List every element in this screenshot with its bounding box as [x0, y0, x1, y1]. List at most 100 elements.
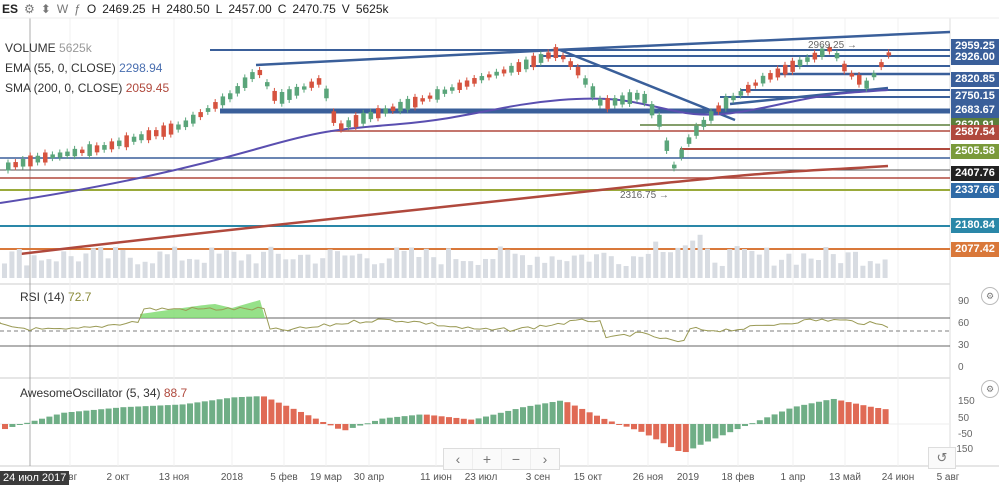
sma-name: SMA (200, 0, CLOSE)	[5, 81, 123, 95]
volume-bar	[594, 254, 599, 278]
ao-bar	[557, 400, 563, 424]
zoom-out-button[interactable]: −	[502, 449, 531, 469]
volume-bar	[246, 254, 252, 278]
legend-ema[interactable]: EMA (55, 0, CLOSE) 2298.94	[5, 61, 162, 75]
candle-type-icon[interactable]: ⬍	[40, 2, 51, 16]
rsi-line	[0, 306, 889, 343]
date-axis-label: 13 май	[829, 472, 861, 483]
date-axis-label: 18 фев	[721, 472, 755, 483]
indicator-icon[interactable]: ƒ	[74, 2, 81, 16]
ao-bar	[860, 405, 867, 424]
ao-bar	[2, 424, 8, 430]
ao-bar	[61, 412, 68, 424]
candle-body	[154, 130, 159, 137]
price-level-label: 2683.67	[951, 103, 999, 118]
ao-bar	[579, 408, 586, 424]
volume-bar	[512, 253, 518, 278]
price-level-label: 2180.84	[951, 218, 999, 233]
volume-bar	[490, 259, 496, 278]
volume-bar	[409, 247, 414, 278]
candle-body	[72, 148, 78, 157]
volume-bar	[779, 259, 784, 278]
ao-bar	[808, 403, 815, 424]
ao-bar	[53, 414, 60, 424]
low-label: L	[215, 2, 223, 16]
volume-bar	[76, 261, 81, 278]
legend-sma[interactable]: SMA (200, 0, CLOSE) 2059.45	[5, 81, 169, 95]
compare-icon[interactable]: W	[56, 2, 69, 16]
ao-bar	[616, 424, 623, 425]
ao-bar	[342, 424, 349, 431]
volume-bar	[860, 265, 866, 278]
ema-name: EMA (55, 0, CLOSE)	[5, 61, 116, 75]
candle-body	[220, 96, 226, 106]
volume-bar	[194, 259, 200, 278]
candle-body	[649, 104, 655, 116]
ao-bar	[534, 404, 541, 424]
volume-bar	[209, 247, 215, 278]
ao-bar	[712, 424, 719, 439]
ao-bar	[564, 402, 571, 424]
trend-line	[559, 48, 736, 122]
date-axis-label: авг	[62, 472, 78, 483]
ema-line	[0, 89, 889, 204]
candle-body	[309, 81, 314, 88]
ao-bar	[867, 406, 874, 424]
volume-bar	[157, 251, 163, 278]
candle-body	[842, 63, 847, 72]
volume-bar	[372, 264, 377, 278]
legend-volume[interactable]: VOLUME 5625k	[5, 41, 92, 55]
price-level-label: 2750.15	[951, 89, 999, 104]
candle-body	[257, 69, 263, 76]
ao-bar	[668, 424, 674, 448]
volume-bar	[24, 265, 30, 278]
volume-bar	[520, 255, 525, 278]
volume-bar	[749, 250, 755, 278]
volume-bar	[742, 249, 747, 278]
zoom-in-button[interactable]: +	[473, 449, 502, 469]
candle-body	[250, 72, 255, 80]
ao-bar	[24, 422, 31, 424]
volume-bar	[172, 246, 178, 278]
volume-bar	[867, 261, 873, 278]
legend-rsi[interactable]: RSI (14) 72.7	[20, 290, 91, 304]
candle-body	[427, 95, 433, 99]
symbol-label[interactable]: ES	[2, 2, 19, 16]
volume-bar	[105, 258, 111, 278]
price-level-label: 2926.00	[951, 50, 999, 65]
ao-bar	[542, 403, 549, 424]
ao-bar	[113, 407, 119, 424]
ao-settings-icon[interactable]: ⚙	[981, 380, 999, 398]
volume-bar	[113, 247, 118, 278]
candle-body	[183, 120, 189, 128]
reset-icon[interactable]: ↺	[928, 447, 956, 469]
volume-bar	[527, 264, 533, 278]
candle-body	[398, 101, 403, 112]
candle-body	[864, 80, 869, 89]
candle-body	[524, 59, 529, 70]
rsi-settings-icon[interactable]: ⚙	[981, 287, 999, 305]
date-axis-label: 30 апр	[353, 472, 385, 483]
volume-bar	[187, 258, 192, 278]
ao-bar	[431, 415, 438, 424]
gear-icon[interactable]: ⚙	[24, 2, 35, 16]
legend-ao[interactable]: AwesomeOscillator (5, 34) 88.7	[20, 386, 187, 400]
ao-bar	[327, 424, 334, 426]
scroll-left-button[interactable]: ‹	[444, 449, 473, 469]
ao-bar	[349, 424, 356, 428]
scroll-right-button[interactable]: ›	[542, 451, 548, 467]
candle-body	[857, 74, 862, 85]
volume-bar	[542, 262, 548, 278]
ao-bar	[386, 417, 393, 424]
ao-bar	[312, 418, 319, 424]
ao-bar	[497, 412, 504, 424]
ao-bar	[401, 416, 408, 424]
ao-bar	[76, 411, 82, 424]
trend-line	[729, 86, 889, 106]
volume-bar	[719, 265, 725, 278]
ao-bar	[727, 424, 734, 433]
candle-body	[339, 123, 344, 130]
volume-bar	[705, 248, 710, 278]
